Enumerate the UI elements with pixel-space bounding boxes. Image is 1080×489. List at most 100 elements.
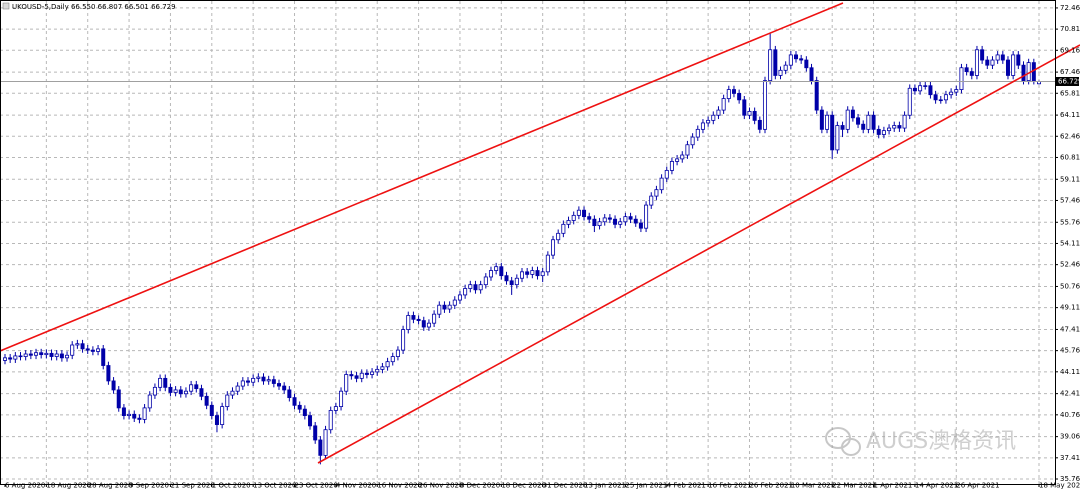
candle-body — [876, 128, 881, 135]
candle-body — [23, 353, 28, 357]
y-tick-label: 47.410 — [1060, 325, 1080, 333]
y-tick-label: 69.160 — [1060, 46, 1080, 54]
candle-body — [18, 355, 23, 358]
x-tick-label: 18 Aug 2020 — [46, 482, 91, 489]
header-icon — [2, 2, 10, 10]
candle-body — [680, 154, 685, 160]
candle-body — [354, 375, 359, 379]
y-tick-label: 60.810 — [1060, 153, 1080, 161]
candle-body — [318, 439, 323, 456]
watermark: AUGS澳格资讯 — [825, 427, 1016, 456]
candle-body — [468, 284, 473, 289]
candle-body — [576, 209, 581, 216]
y-tick-label: 65.810 — [1060, 89, 1080, 97]
candle-body — [644, 204, 649, 229]
candle-body — [995, 54, 1000, 61]
candle-body — [607, 217, 612, 220]
candle-body — [762, 80, 767, 130]
candle-body — [90, 349, 95, 352]
candle-body — [623, 216, 628, 223]
candle-body — [364, 372, 369, 375]
x-tick-label: 16 Feb 2021 — [708, 482, 752, 489]
candle-body — [183, 390, 188, 395]
candle-body — [778, 69, 783, 76]
candle-body — [499, 266, 504, 277]
candle-body — [178, 389, 183, 395]
candle-body — [969, 71, 974, 76]
x-tick-label: 1 Oct 2020 — [212, 482, 251, 489]
candle-body — [34, 352, 39, 356]
candle-body — [271, 379, 276, 384]
candle-body — [168, 386, 173, 393]
candle-body — [520, 271, 525, 279]
candle-body — [494, 266, 499, 271]
candle-body — [700, 122, 705, 130]
candle-body — [28, 353, 33, 356]
candle-body — [685, 144, 690, 156]
candle-body — [323, 429, 328, 456]
candle-body — [282, 385, 287, 391]
candle-body — [426, 322, 431, 328]
candle-body — [442, 304, 447, 310]
candle-body — [602, 217, 607, 223]
candle-body — [245, 380, 250, 383]
candle-body — [163, 377, 168, 388]
x-tick-label: 18 May 2021 — [1039, 482, 1080, 489]
x-tick-label: 18 Dec 2020 — [501, 482, 546, 489]
candle-body — [530, 270, 535, 275]
candle-body — [132, 413, 137, 419]
candle-body — [571, 214, 576, 221]
candle-body — [871, 114, 876, 130]
candle-body — [230, 390, 235, 396]
candle-body — [731, 89, 736, 94]
candle-body — [421, 320, 426, 328]
candle-body — [116, 389, 121, 409]
candle-body — [375, 368, 380, 373]
x-tick-label: 31 Dec 2020 — [543, 482, 588, 489]
candle-body — [545, 254, 550, 273]
candle-body — [773, 49, 778, 76]
candle-body — [395, 349, 400, 357]
candle-body — [121, 407, 126, 416]
candle-body — [850, 109, 855, 119]
candle-body — [742, 99, 747, 116]
candle-body — [266, 379, 271, 382]
y-tick-label: 37.410 — [1060, 454, 1080, 462]
candle-body — [907, 87, 912, 116]
candle-body — [344, 374, 349, 392]
candle-body — [85, 348, 90, 351]
candle-body — [861, 123, 866, 130]
candle-body — [401, 329, 406, 351]
x-tick-label: 1 Apr 2021 — [874, 482, 913, 489]
candle-body — [747, 110, 752, 116]
candle-body — [390, 356, 395, 363]
candles — [0, 33, 1055, 465]
x-tick-label: 22 Mar 2021 — [832, 482, 876, 489]
candle-body — [380, 366, 385, 370]
candle-body — [457, 294, 462, 301]
x-tick-label: 16 Nov 2020 — [377, 482, 422, 489]
candle-body — [1026, 62, 1031, 81]
candle-body — [277, 383, 282, 387]
candle-body — [892, 125, 897, 129]
candle-body — [690, 136, 695, 146]
x-tick-label: 10 Mar 2021 — [791, 482, 835, 489]
candle-body — [1005, 59, 1010, 76]
candle-body — [173, 389, 178, 393]
candle-body — [819, 109, 824, 130]
watermark-icon — [825, 427, 851, 449]
candle-body — [1000, 54, 1005, 61]
x-tick-label: 9 Sep 2020 — [129, 482, 169, 489]
candle-body — [814, 80, 819, 111]
candle-body — [525, 271, 530, 275]
candle-body — [959, 67, 964, 90]
candle-body — [566, 220, 571, 225]
x-tick-label: 13 Oct 2020 — [253, 482, 296, 489]
candle-body — [928, 85, 933, 96]
candle-body — [514, 277, 519, 286]
candle-body — [339, 390, 344, 408]
x-tick-label: 28 Aug 2020 — [88, 482, 133, 489]
candle-body — [437, 304, 442, 315]
candle-body — [1021, 64, 1026, 81]
candle-body — [669, 161, 674, 171]
